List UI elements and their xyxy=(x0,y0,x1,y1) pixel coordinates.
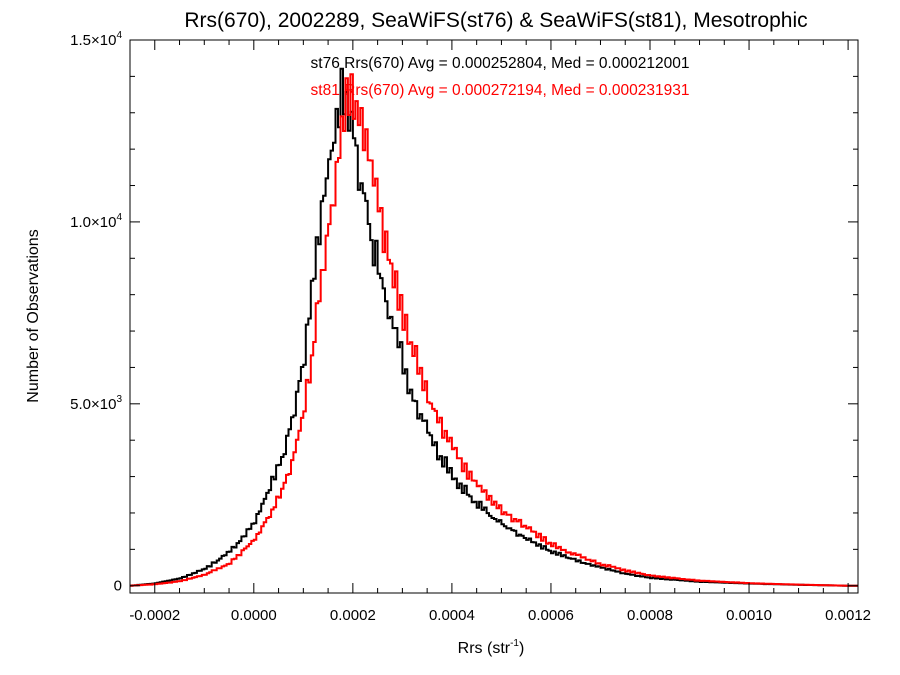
x-axis-label-close: ) xyxy=(519,640,524,657)
y-tick-label: 1.5×104 xyxy=(70,30,122,49)
y-axis-label: Number of Observations xyxy=(25,229,42,402)
x-tick-label: 0.0002 xyxy=(330,607,376,624)
x-axis-label-sup: -1 xyxy=(510,638,519,649)
plot-frame xyxy=(129,39,859,594)
histogram-series-st81 xyxy=(130,73,858,587)
y-tick-exponent: 4 xyxy=(116,30,122,41)
x-tick-label: 0.0012 xyxy=(825,607,871,624)
y-tick-mantissa: 1.0×10 xyxy=(70,214,116,231)
y-tick-exponent: 4 xyxy=(116,212,122,223)
y-tick-label: 5.0×103 xyxy=(70,394,122,413)
series-layer xyxy=(130,67,858,587)
x-tick-label: 0.0010 xyxy=(726,607,772,624)
y-tick-label: 1.0×104 xyxy=(70,212,122,231)
x-axis-label: Rrs (str-1) xyxy=(458,638,525,657)
y-tick-exponent: 3 xyxy=(116,394,122,405)
x-axis-label-main: Rrs (str xyxy=(458,640,511,657)
x-tick-label: 0.0000 xyxy=(231,607,277,624)
st76-stats-annotation: st76 Rrs(670) Avg = 0.000252804, Med = 0… xyxy=(311,55,690,72)
st81-stats-annotation: st81 Rrs(670) Avg = 0.000272194, Med = 0… xyxy=(311,82,690,99)
x-tick-label: 0.0004 xyxy=(429,607,475,624)
x-tick-label: -0.0002 xyxy=(129,607,180,624)
y-tick-mantissa: 0 xyxy=(114,578,122,595)
y-tick-mantissa: 5.0×10 xyxy=(70,396,116,413)
x-tick-label: 0.0008 xyxy=(627,607,673,624)
histogram-series-st76 xyxy=(130,67,858,587)
x-tick-label: 0.0006 xyxy=(528,607,574,624)
y-tick-mantissa: 1.5×10 xyxy=(70,32,116,49)
chart-title: Rrs(670), 2002289, SeaWiFS(st76) & SeaWi… xyxy=(184,9,807,32)
y-tick-label: 0 xyxy=(114,578,122,595)
axes-layer: -0.0002 0.0000 0.0002 0.0004 0.0006 0.0008 0.0… xyxy=(70,30,871,624)
